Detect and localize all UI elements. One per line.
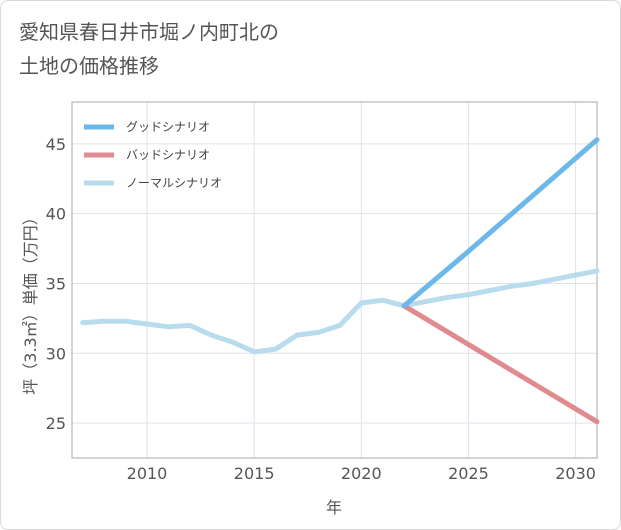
x-tick-label-2030: 2030 [555,464,596,483]
chart-title-line-1: 愛知県春日井市堀ノ内町北の [19,20,279,44]
y-tick-label-40: 40 [46,205,66,224]
series-line-normal [80,268,600,355]
chart-title-line-2: 土地の価格推移 [19,54,159,78]
x-axis-title: 年 [326,498,342,517]
x-axis-ticks: 2010 2015 2020 2025 2030 [127,464,596,483]
x-tick-label-2015: 2015 [234,464,275,483]
legend-label-good: グッドシナリオ [126,120,210,134]
x-tick-label-2010: 2010 [127,464,168,483]
series-layer [80,137,600,425]
y-tick-label-25: 25 [46,414,66,433]
y-tick-label-35: 35 [46,274,66,293]
series-line-good [401,137,600,309]
grid-lines [72,102,597,458]
x-tick-label-2025: 2025 [448,464,489,483]
plot-area-frame [71,101,598,459]
chart-title: 愛知県春日井市堀ノ内町北の 土地の価格推移 [19,15,279,83]
series-line-bad [401,303,600,425]
y-tick-label-30: 30 [46,344,66,363]
y-axis-title: 坪（3.3㎡）単価（万円） [21,209,40,394]
x-tick-label-2020: 2020 [341,464,382,483]
y-axis-ticks: 25 30 35 40 45 [46,135,66,433]
y-tick-label-45: 45 [46,135,66,154]
legend-label-normal: ノーマルシナリオ [126,176,222,190]
legend-label-bad: バッドシナリオ [126,148,210,162]
